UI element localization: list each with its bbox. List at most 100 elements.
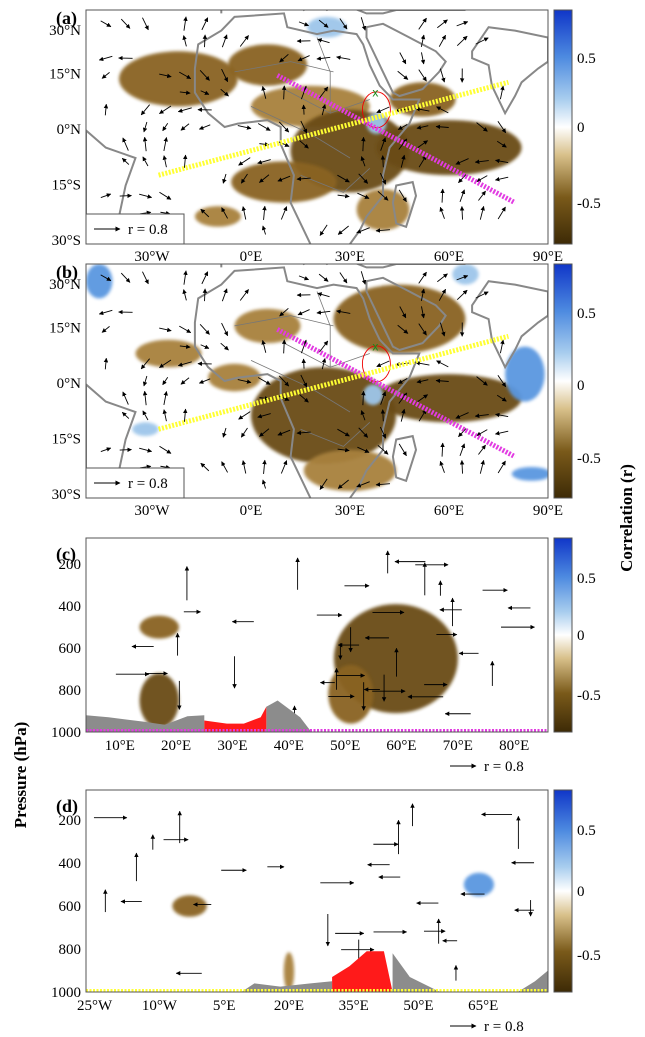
wind-vector <box>200 344 210 349</box>
colorbar-tick: 0.5 <box>577 823 596 839</box>
legend-label: r = 0.8 <box>128 476 168 492</box>
plot-area <box>86 790 548 992</box>
wind-vector <box>380 155 386 168</box>
wind-vector <box>296 430 311 436</box>
wind-vector <box>418 17 427 30</box>
wind-vector <box>398 189 407 203</box>
wind-vector <box>239 289 249 301</box>
wind-vector <box>420 288 426 302</box>
wind-vector <box>420 306 426 319</box>
wind-vector <box>98 309 113 316</box>
wind-vector <box>321 358 327 370</box>
x-tick-label: 5°E <box>213 998 236 1014</box>
wind-vector <box>456 35 468 47</box>
topography <box>241 981 333 992</box>
y-tick-label: 15°N <box>49 321 81 337</box>
wind-vector <box>357 192 370 199</box>
wind-vector <box>377 191 389 201</box>
y-tick-label: 1000 <box>51 725 81 741</box>
wind-vector <box>358 427 369 438</box>
wind-vector <box>494 176 509 182</box>
wind-vector <box>459 189 466 203</box>
wind-vector <box>436 360 449 368</box>
legend-label: r = 0.8 <box>484 1019 524 1035</box>
coastline-africa <box>193 266 421 498</box>
wind-vector <box>455 158 469 165</box>
wind-vector <box>259 174 270 183</box>
colorbar-tick: 0 <box>577 378 585 394</box>
coastline-india <box>471 280 548 370</box>
wind-vector <box>456 274 469 281</box>
wind-vector <box>435 378 449 384</box>
wind-vector <box>121 411 130 419</box>
wind-vector <box>479 205 485 220</box>
wind-vector <box>202 34 208 48</box>
colorbar-tick: 0 <box>577 884 585 900</box>
wind-vector <box>202 288 208 302</box>
colorbar-b: 0.5 0 -0.5 <box>553 263 601 499</box>
wind-vector <box>318 273 329 282</box>
negative-correlation-patch <box>251 367 397 464</box>
plot-frame <box>85 9 549 245</box>
legend-label: r = 0.8 <box>128 222 168 238</box>
wind-vector <box>142 390 148 406</box>
wind-vector <box>440 188 445 203</box>
wind-vector <box>159 327 172 333</box>
colorbar-tick: -0.5 <box>577 688 601 704</box>
wind-vector <box>296 176 311 182</box>
wind-vector <box>259 428 270 437</box>
wind-vector <box>357 446 370 453</box>
wind-vector <box>221 68 229 83</box>
wind-vector <box>100 447 112 452</box>
y-tick-label: 15°S <box>52 432 81 448</box>
wind-vector <box>237 125 252 130</box>
coastline-africa <box>193 12 421 244</box>
wind-vector <box>163 136 168 152</box>
wind-vector <box>361 136 366 152</box>
colorbar-tick: -0.5 <box>577 196 601 212</box>
wind-vector <box>277 175 291 182</box>
wind-vector <box>297 55 310 62</box>
y-tick-label: 800 <box>59 942 82 958</box>
wind-vector <box>439 322 446 337</box>
wind-vector <box>400 154 406 168</box>
wind-vector <box>177 107 192 113</box>
panel-label: (b) <box>56 262 78 283</box>
y-tick-label: 600 <box>59 899 82 915</box>
wind-vector <box>198 378 211 384</box>
wind-vector <box>455 412 469 419</box>
wind-vector <box>316 56 331 61</box>
wind-vector <box>139 193 153 199</box>
wind-vector <box>496 140 507 148</box>
negative-correlation-patch <box>328 664 374 724</box>
legend-label: r = 0.8 <box>484 759 524 775</box>
x-tick-label: 0°E <box>240 249 263 265</box>
wind-vector <box>416 379 429 384</box>
wind-vector <box>459 206 465 220</box>
y-tick-label: 0°N <box>57 122 81 138</box>
wind-vector <box>415 107 430 112</box>
negative-correlation-patch <box>376 374 522 423</box>
wind-vector <box>399 52 407 65</box>
wind-vector <box>238 411 251 420</box>
colorbar-tick: 0 <box>577 120 585 136</box>
x-tick-label: 0°E <box>240 503 263 519</box>
wind-vector <box>101 71 110 79</box>
wind-vector <box>478 190 486 201</box>
wind-vector <box>162 122 169 132</box>
y-tick-label: 15°N <box>49 67 81 83</box>
wind-vector <box>240 173 248 184</box>
wind-vector <box>437 273 448 283</box>
wind-vector <box>281 339 287 354</box>
plot-frame <box>85 789 549 993</box>
wind-vector <box>298 275 310 281</box>
coastline-arabia <box>365 276 447 352</box>
wind-vector <box>257 123 271 131</box>
wind-vector <box>100 193 112 198</box>
negative-correlation-patch <box>227 44 308 86</box>
wind-vector <box>379 172 387 185</box>
wind-vector <box>262 205 267 220</box>
wind-vector <box>159 105 172 114</box>
wind-vector <box>221 34 228 48</box>
